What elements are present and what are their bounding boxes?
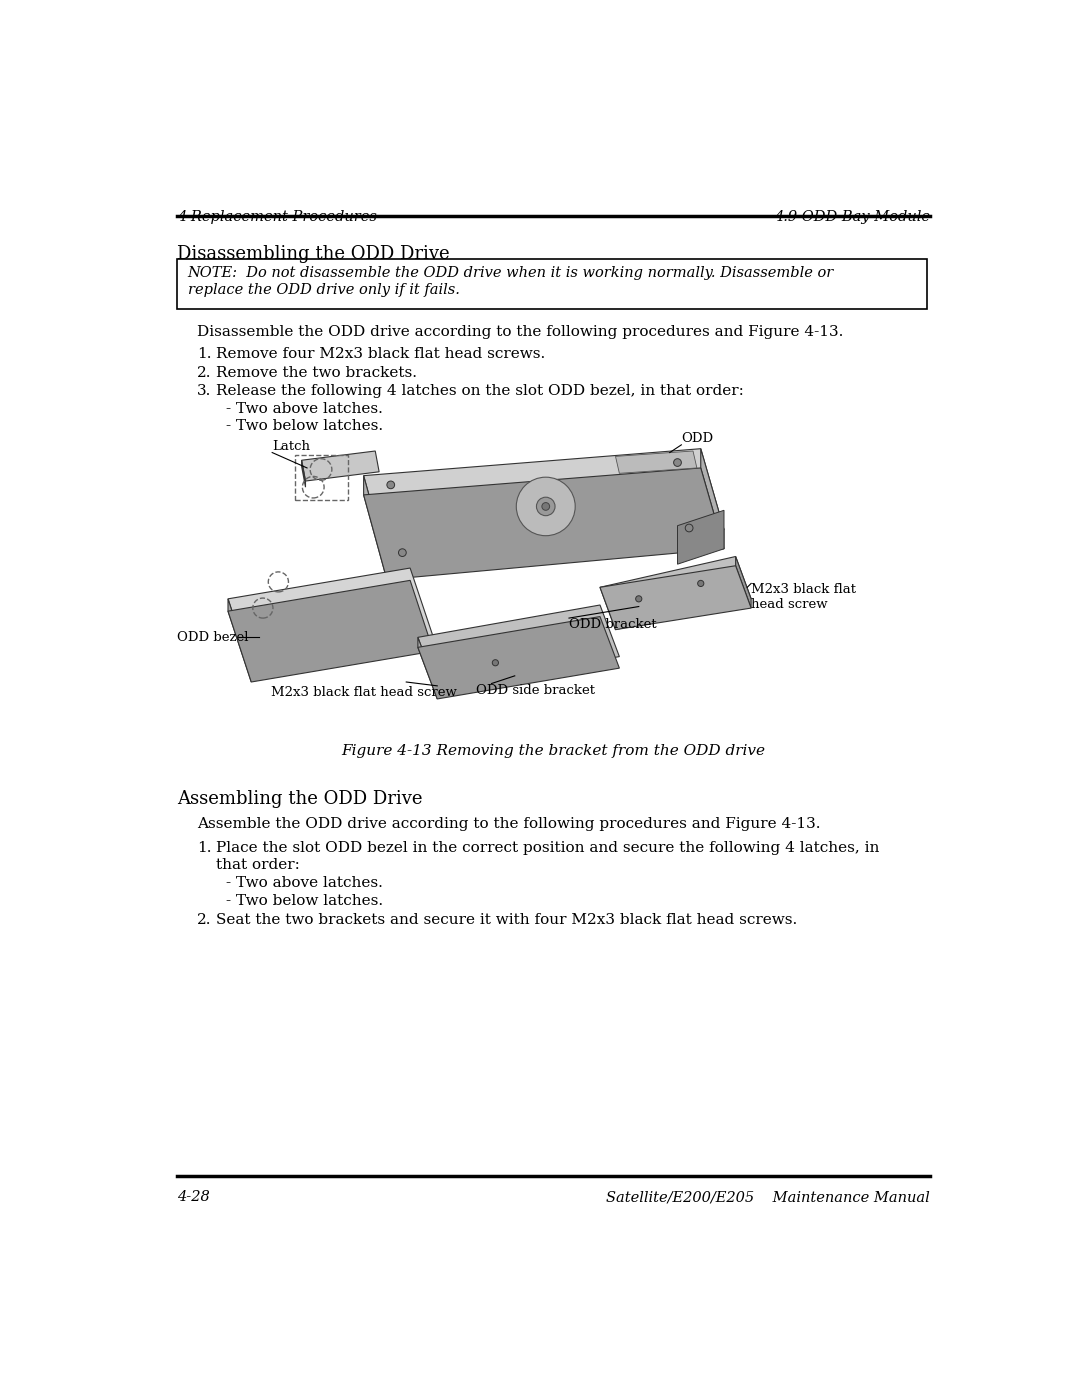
- Text: ODD: ODD: [681, 432, 714, 444]
- Circle shape: [674, 458, 681, 467]
- Text: - Two below latches.: - Two below latches.: [227, 894, 383, 908]
- Circle shape: [492, 659, 499, 666]
- Polygon shape: [418, 616, 619, 698]
- Text: Assemble the ODD drive according to the following procedures and Figure 4-13.: Assemble the ODD drive according to the …: [197, 817, 821, 831]
- Polygon shape: [418, 637, 437, 698]
- Text: 1.: 1.: [197, 346, 212, 360]
- Text: 2.: 2.: [197, 366, 212, 380]
- Polygon shape: [600, 556, 751, 630]
- Polygon shape: [677, 510, 724, 564]
- Text: 2.: 2.: [197, 914, 212, 928]
- FancyBboxPatch shape: [177, 258, 927, 309]
- Circle shape: [685, 524, 693, 532]
- Text: ODD bezel: ODD bezel: [177, 631, 248, 644]
- Polygon shape: [364, 468, 724, 580]
- Polygon shape: [600, 566, 751, 630]
- Text: Figure 4-13 Removing the bracket from the ODD drive: Figure 4-13 Removing the bracket from th…: [341, 743, 766, 757]
- Text: Release the following 4 latches on the slot ODD bezel, in that order:: Release the following 4 latches on the s…: [216, 384, 744, 398]
- Text: Seat the two brackets and secure it with four M2x3 black flat head screws.: Seat the two brackets and secure it with…: [216, 914, 798, 928]
- Text: 4 Replacement Procedures: 4 Replacement Procedures: [177, 210, 377, 224]
- Text: ODD bracket: ODD bracket: [569, 617, 657, 631]
- Text: Disassemble the ODD drive according to the following procedures and Figure 4-13.: Disassemble the ODD drive according to t…: [197, 326, 843, 339]
- Text: - Two above latches.: - Two above latches.: [227, 402, 383, 416]
- Polygon shape: [301, 451, 379, 481]
- Polygon shape: [735, 556, 751, 608]
- Polygon shape: [228, 569, 433, 669]
- Text: NOTE:  Do not disassemble the ODD drive when it is working normally. Disassemble: NOTE: Do not disassemble the ODD drive w…: [188, 267, 834, 281]
- Text: Remove the two brackets.: Remove the two brackets.: [216, 366, 417, 380]
- Polygon shape: [364, 475, 387, 580]
- Text: Assembling the ODD Drive: Assembling the ODD Drive: [177, 789, 422, 807]
- Polygon shape: [616, 451, 697, 474]
- Text: 3.: 3.: [197, 384, 212, 398]
- Text: - Two below latches.: - Two below latches.: [227, 419, 383, 433]
- Text: 1.: 1.: [197, 841, 212, 855]
- Text: Latch: Latch: [272, 440, 310, 453]
- Circle shape: [399, 549, 406, 556]
- Circle shape: [516, 478, 576, 535]
- Text: M2x3 black flat
head screw: M2x3 black flat head screw: [751, 584, 856, 612]
- Text: - Two above latches.: - Two above latches.: [227, 876, 383, 890]
- Text: replace the ODD drive only if it fails.: replace the ODD drive only if it fails.: [188, 284, 460, 298]
- Text: ODD side bracket: ODD side bracket: [476, 683, 595, 697]
- Text: M2x3 black flat head screw: M2x3 black flat head screw: [271, 686, 457, 698]
- Text: 4-28: 4-28: [177, 1190, 210, 1204]
- Text: Remove four M2x3 black flat head screws.: Remove four M2x3 black flat head screws.: [216, 346, 545, 360]
- Polygon shape: [228, 599, 252, 682]
- Text: that order:: that order:: [216, 858, 300, 872]
- Polygon shape: [701, 448, 724, 549]
- Text: Satellite/E200/E205    Maintenance Manual: Satellite/E200/E205 Maintenance Manual: [606, 1190, 930, 1204]
- Text: Place the slot ODD bezel in the correct position and secure the following 4 latc: Place the slot ODD bezel in the correct …: [216, 841, 880, 855]
- Circle shape: [537, 497, 555, 515]
- Circle shape: [387, 481, 394, 489]
- Circle shape: [636, 595, 642, 602]
- Circle shape: [698, 580, 704, 587]
- Circle shape: [542, 503, 550, 510]
- Polygon shape: [301, 460, 306, 488]
- Polygon shape: [418, 605, 619, 689]
- Text: Disassembling the ODD Drive: Disassembling the ODD Drive: [177, 244, 449, 263]
- Polygon shape: [364, 448, 724, 560]
- Polygon shape: [228, 580, 433, 682]
- Text: 4.9 ODD Bay Module: 4.9 ODD Bay Module: [774, 210, 930, 224]
